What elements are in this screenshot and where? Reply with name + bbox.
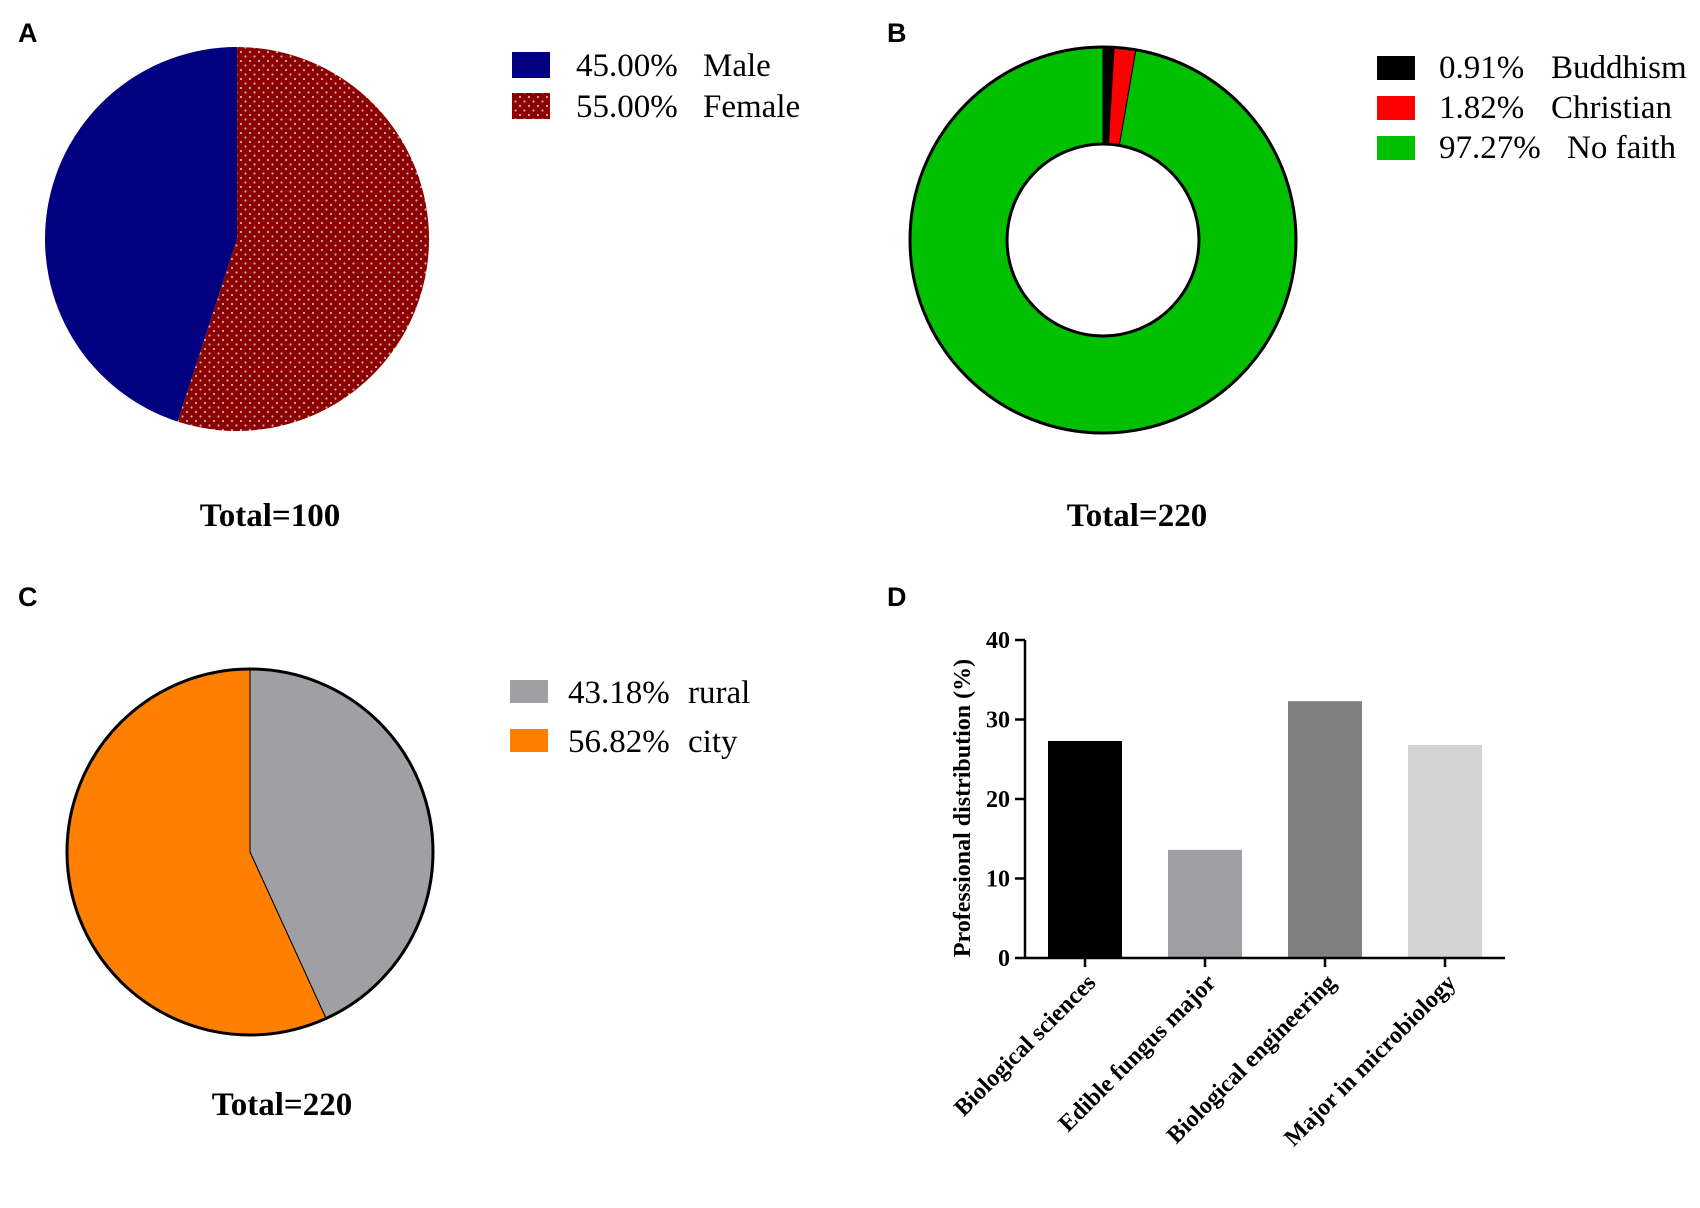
legend-percent-male: 45.00%	[576, 48, 678, 84]
slice-female	[177, 47, 429, 431]
legend-swatch-no-faith	[1377, 136, 1415, 160]
y-tick-label: 0	[998, 946, 1010, 972]
panel-letter-c: C	[18, 582, 38, 612]
panel-b-faith-donut: 0.91% Buddhism 1.82% Christian 97.27% No…	[908, 45, 1687, 534]
legend-percent-buddhism: 0.91%	[1439, 50, 1524, 86]
legend-percent-rural: 43.18%	[568, 675, 670, 711]
pie-outline	[65, 667, 435, 1037]
panel-c-residence-pie: 43.18% rural 56.82% city Total=220	[65, 667, 750, 1123]
bar-biological-sciences	[1048, 740, 1122, 958]
legend-percent-no-faith: 97.27%	[1439, 130, 1541, 166]
legend-label-male: Male	[703, 48, 771, 84]
y-tick-label: 20	[986, 787, 1010, 813]
panel-letter-d: D	[887, 582, 907, 612]
panel-a-gender-pie: 45.00% Male 55.00% Female Total=100	[44, 47, 800, 534]
y-tick-label: 10	[986, 867, 1010, 893]
bar-major-in-microbiology	[1408, 744, 1482, 958]
total-label-c: Total=220	[212, 1087, 352, 1123]
pie-outline	[908, 45, 1298, 435]
legend-label-buddhism: Buddhism	[1551, 50, 1687, 86]
legend-percent-city: 56.82%	[568, 724, 670, 760]
pie-c	[65, 667, 435, 1037]
legend-swatch-rural	[510, 680, 548, 703]
legend-percent-christian: 1.82%	[1439, 90, 1524, 126]
legend-swatch-male	[512, 52, 550, 78]
legend-label-rural: rural	[688, 675, 750, 711]
donut-hole	[1005, 142, 1201, 338]
slice-male	[44, 47, 237, 422]
y-tick-label: 30	[986, 708, 1010, 734]
legend-swatch-city	[510, 729, 548, 752]
legend-swatch-buddhism	[1377, 56, 1415, 80]
legend-label-city: city	[688, 724, 738, 760]
legend-swatch-female	[512, 93, 550, 119]
legend-percent-female: 55.00%	[576, 89, 678, 125]
y-tick-label: 40	[986, 628, 1010, 654]
total-label-b: Total=220	[1067, 498, 1207, 534]
donut-b	[908, 45, 1298, 435]
total-label-a: Total=100	[200, 498, 340, 534]
bar-biological-engineering	[1288, 701, 1362, 958]
y-ticks-d: 0 10 20 30 40	[986, 628, 1025, 972]
panel-letter-a: A	[18, 18, 38, 48]
legend-label-female: Female	[703, 89, 800, 125]
legend-swatch-christian	[1377, 96, 1415, 120]
legend-label-no-faith: No faith	[1567, 130, 1677, 166]
bar-edible-fungus-major	[1168, 849, 1242, 958]
bars-d	[1048, 701, 1482, 958]
y-axis-title: Professional distribution (%)	[950, 659, 976, 957]
legend-label-christian: Christian	[1551, 90, 1672, 126]
pie-a	[44, 47, 429, 431]
panel-letter-b: B	[887, 18, 907, 48]
